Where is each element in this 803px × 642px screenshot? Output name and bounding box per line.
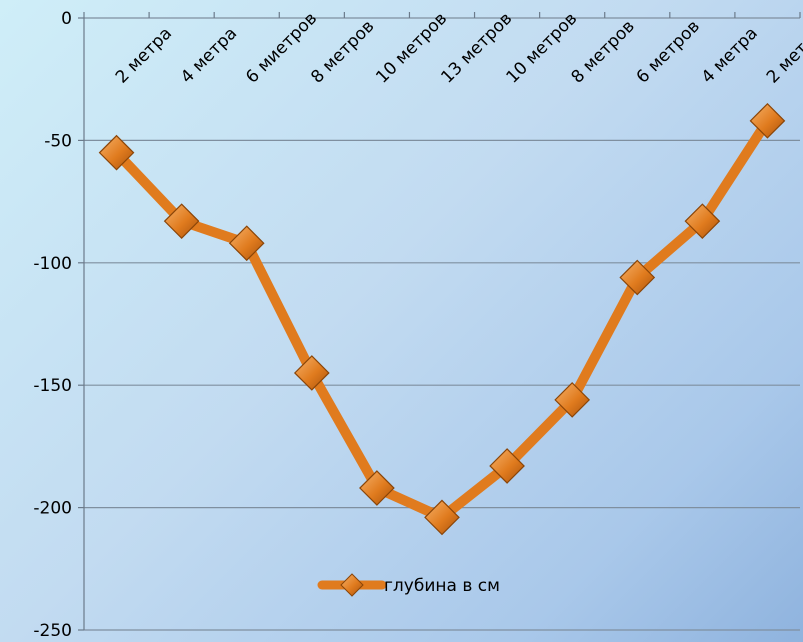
- data-point-marker: [749, 102, 786, 139]
- data-point-marker: [424, 499, 460, 536]
- x-tick-label: 6 метров: [633, 16, 704, 87]
- y-tick-label: -150: [33, 376, 72, 396]
- series-layer: [98, 102, 786, 536]
- x-tick-label: 4 метра: [698, 23, 762, 87]
- data-point-marker: [554, 382, 591, 418]
- data-point-marker: [359, 470, 395, 506]
- legend-label: глубина в см: [384, 576, 500, 596]
- y-tick-label: -200: [33, 499, 72, 519]
- x-tick-label: 2 метра: [763, 23, 803, 87]
- data-point-marker: [619, 259, 656, 296]
- data-point-marker: [293, 355, 330, 391]
- data-point-marker: [98, 134, 135, 171]
- data-point-marker: [163, 203, 200, 240]
- y-axis-tick-labels: 0 -50 -100 -150 -200 -250: [33, 9, 72, 641]
- data-point-marker: [684, 203, 721, 240]
- legend: глубина в см: [317, 573, 500, 597]
- x-tick-label: 2 метра: [112, 23, 176, 87]
- axes: [78, 12, 801, 631]
- grid-lines: [84, 17, 800, 631]
- y-tick-label: -50: [44, 131, 72, 151]
- x-tick-label: 8 метров: [568, 16, 639, 87]
- y-tick-label: -250: [33, 621, 72, 641]
- data-point-marker: [489, 448, 525, 484]
- data-point-marker: [228, 225, 265, 262]
- legend-marker-swatch: [340, 573, 364, 597]
- x-tick-label: 8 метров: [307, 16, 378, 87]
- y-tick-label: -100: [33, 254, 72, 274]
- x-tick-label: 4 метра: [177, 23, 241, 87]
- y-tick-label: 0: [61, 9, 72, 29]
- series-line: [111, 115, 773, 523]
